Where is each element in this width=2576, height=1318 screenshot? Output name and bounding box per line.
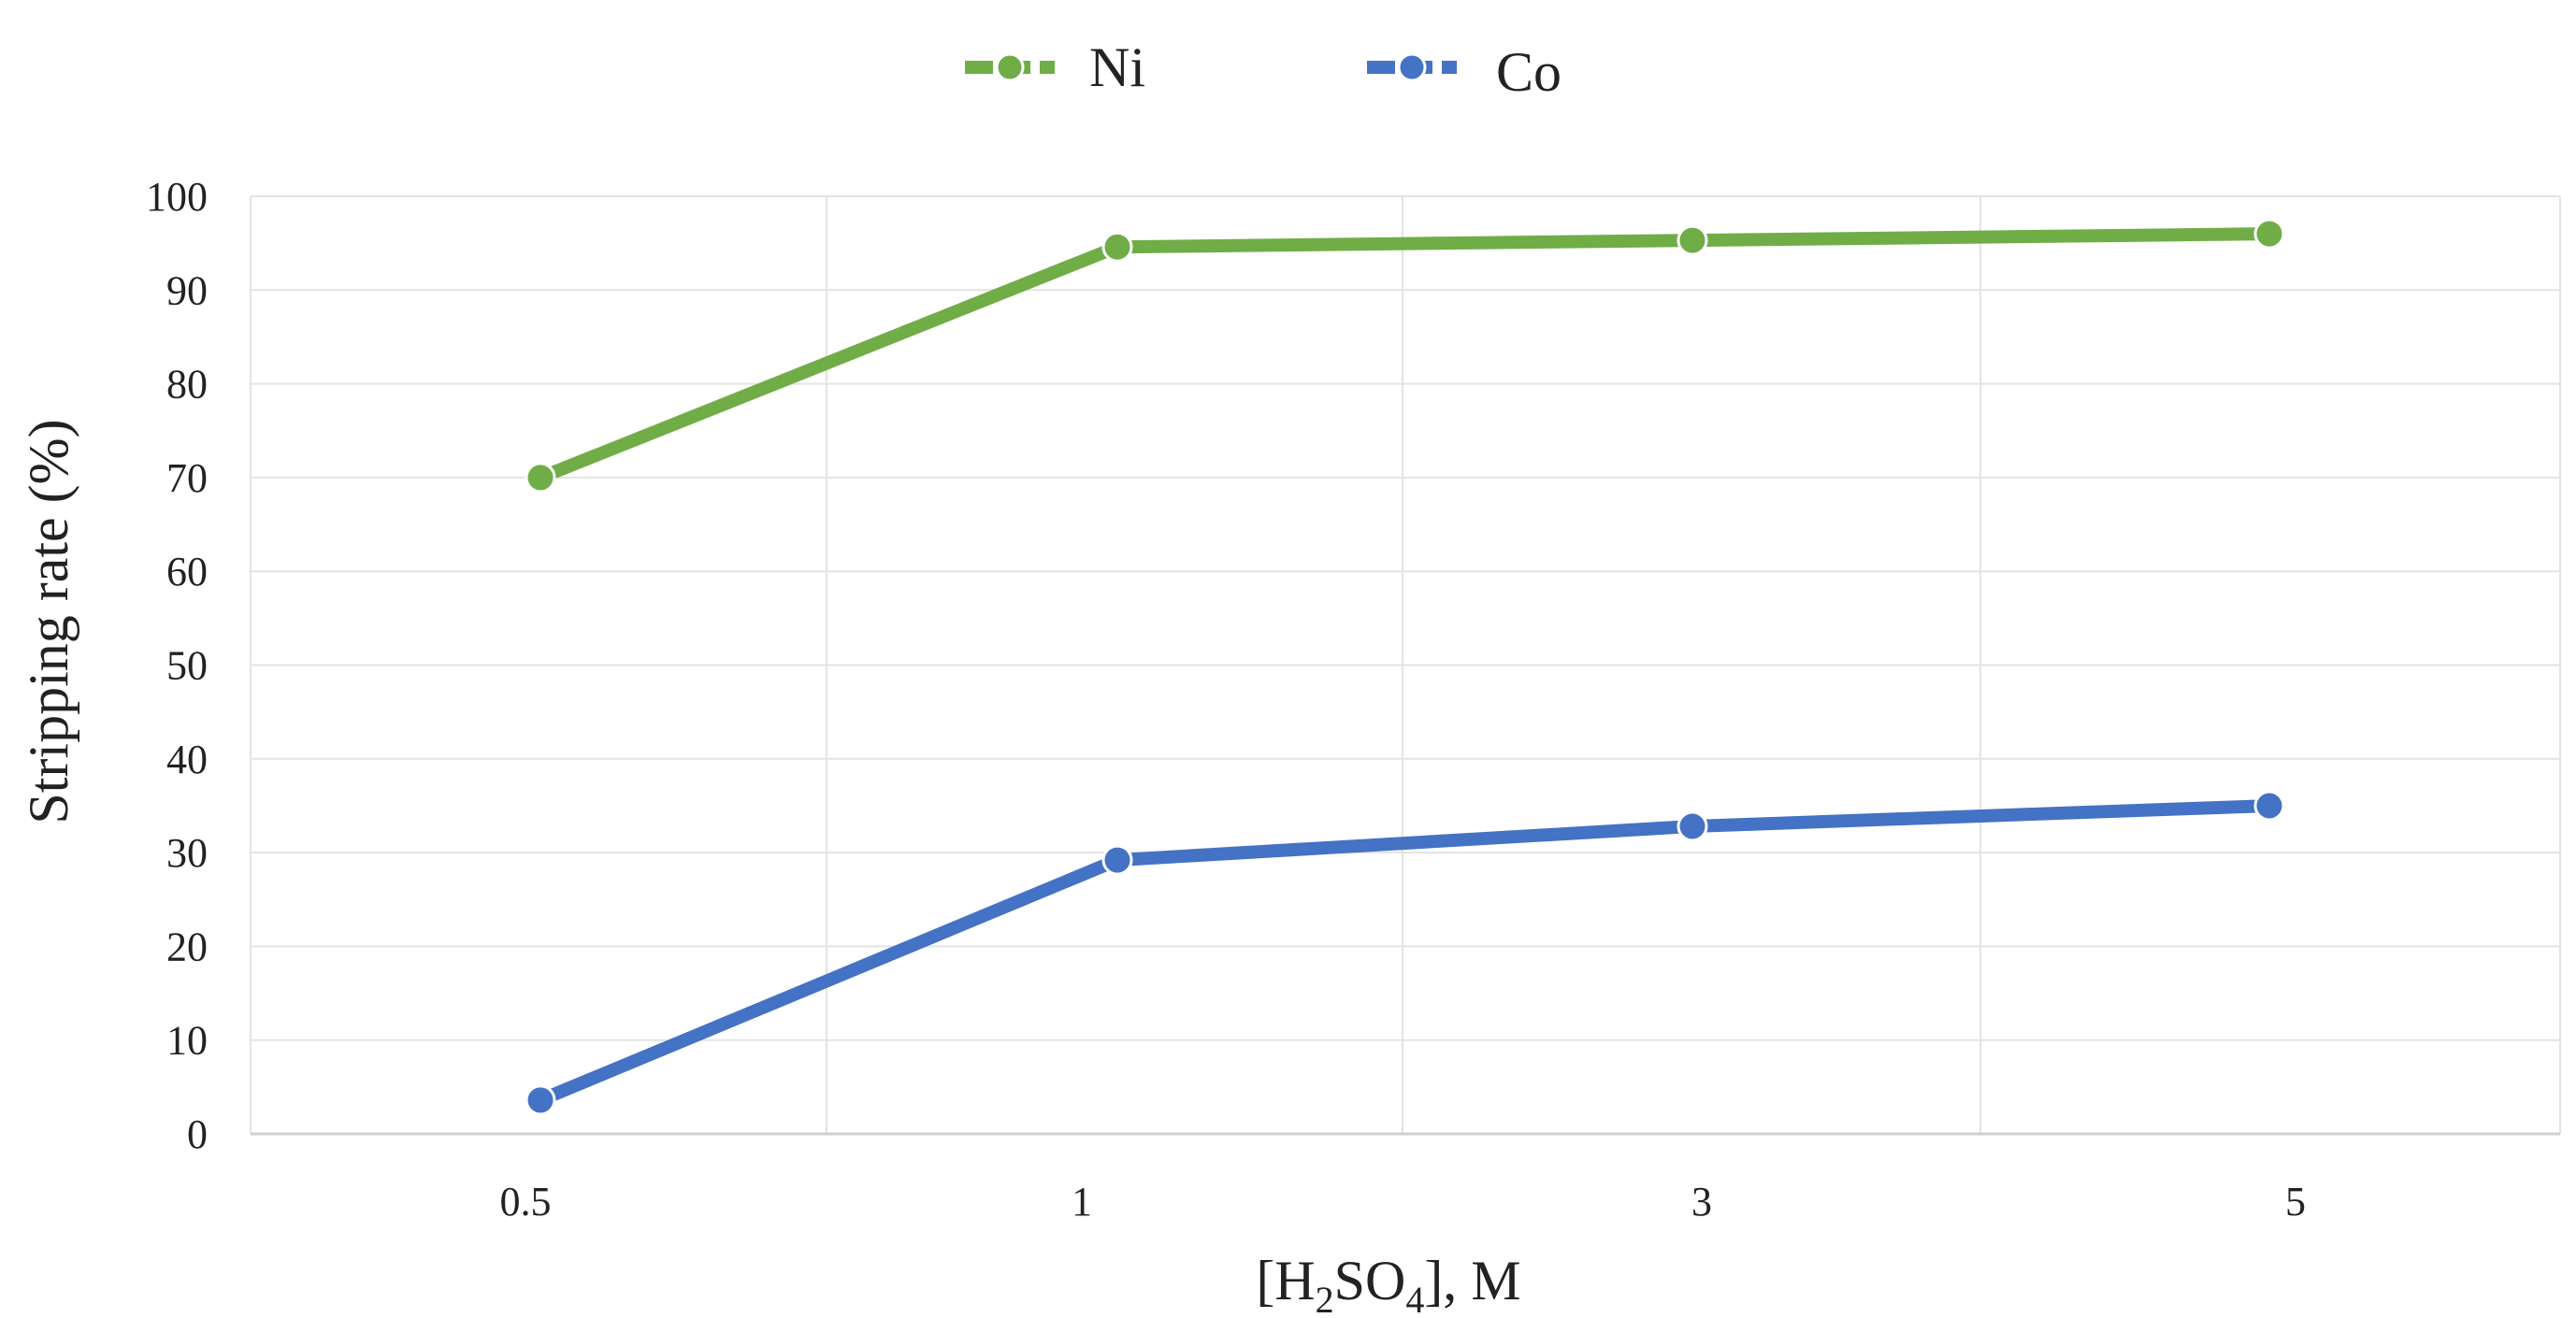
series-group [525,218,2285,1116]
y-tick-label-80: 80 [166,362,208,408]
y-axis-title: Stripping rate (%) [18,419,79,824]
y-tick-label-20: 20 [166,924,208,969]
legend-label-co: Co [1496,41,1561,103]
x-title-mid: SO [1334,1250,1406,1311]
point-co-3 [1677,810,1708,842]
point-ni-1 [1101,231,1133,263]
legend-label-ni: Ni [1089,36,1145,98]
y-tick-label-30: 30 [166,830,208,876]
y-tick-label-0: 0 [187,1111,208,1157]
legend-entry-ni: Ni [965,36,1145,98]
legend-marker-co [1397,52,1427,82]
y-tick-label-100: 100 [146,174,208,220]
point-co-1 [1101,844,1133,876]
x-axis-title: [H2SO4], M [1256,1250,1520,1318]
point-ni-5 [2253,218,2285,250]
y-tick-label-70: 70 [166,455,208,501]
legend-entry-co: Co [1367,41,1561,103]
point-co-0.5 [525,1084,556,1116]
y-tick-label-50: 50 [166,643,208,689]
series-line-ni [534,227,2276,484]
gridlines [250,195,2561,1134]
legend: Ni Co [965,36,1561,103]
x-tick-label-3: 3 [1691,1179,1712,1225]
point-ni-3 [1677,224,1708,256]
y-tick-label-10: 10 [166,1018,208,1064]
y-tick-label-60: 60 [166,549,208,595]
x-tick-label-1: 1 [1072,1179,1092,1225]
x-axis-ticks: 0.5 1 3 5 [500,1179,2307,1225]
x-title-post: ], M [1424,1250,1520,1311]
y-tick-label-90: 90 [166,267,208,313]
series-line-co [534,799,2276,1107]
y-axis-ticks: 0 10 20 30 40 50 60 70 80 90 100 [146,174,208,1157]
point-co-5 [2253,790,2285,822]
x-title-sub1: 2 [1316,1279,1334,1318]
x-tick-label-5: 5 [2285,1179,2306,1225]
x-title-sub2: 4 [1405,1279,1424,1318]
legend-marker-ni [995,52,1025,82]
point-ni-0.5 [525,462,556,494]
x-tick-label-0.5: 0.5 [500,1179,552,1225]
x-title-pre: [H [1256,1250,1315,1311]
y-tick-label-40: 40 [166,737,208,782]
